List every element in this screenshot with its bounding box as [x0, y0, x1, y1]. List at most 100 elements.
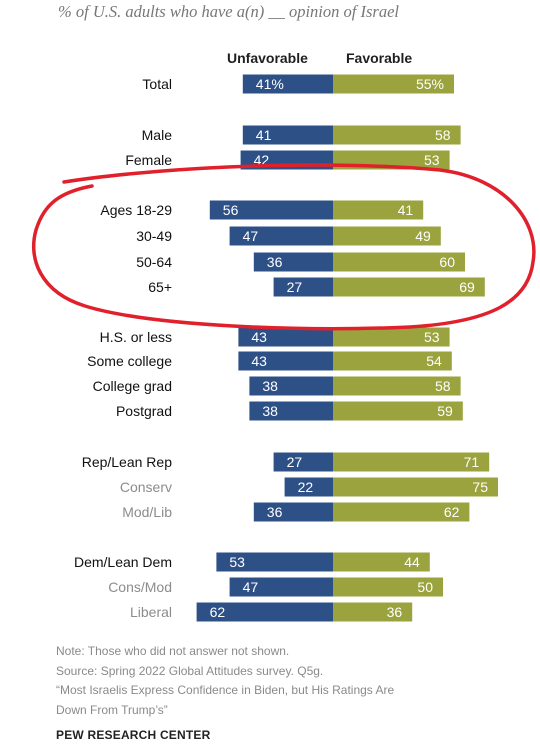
unfavorable-value-label: 53	[229, 554, 245, 570]
favorable-value-label: 60	[439, 254, 455, 270]
category-label: 50-64	[136, 254, 172, 270]
favorable-bar	[333, 502, 470, 522]
unfavorable-value-label: 36	[267, 254, 283, 270]
favorable-value-label: 55%	[416, 76, 444, 92]
category-label: Postgrad	[116, 403, 172, 419]
unfavorable-value-label: 36	[267, 504, 283, 520]
unfavorable-bar	[284, 477, 333, 497]
unfavorable-value-label: 27	[287, 279, 303, 295]
chart-row: Conserv 22 75	[120, 477, 498, 497]
unfavorable-value-label: 43	[251, 353, 267, 369]
unfavorable-bar	[238, 327, 333, 347]
category-label: Rep/Lean Rep	[82, 454, 173, 470]
category-label: Ages 18-29	[100, 202, 172, 218]
unfavorable-bar	[238, 351, 333, 371]
unfavorable-value-label: 62	[210, 604, 226, 620]
category-label: Conserv	[120, 479, 172, 495]
unfavorable-bar	[253, 502, 333, 522]
category-label: Mod/Lib	[122, 504, 172, 520]
chart-row: Cons/Mod 47 50	[108, 577, 443, 597]
chart-row: Dem/Lean Dem 53 44	[74, 552, 430, 572]
unfavorable-value-label: 47	[243, 579, 259, 595]
favorable-bar	[333, 376, 461, 396]
favorable-bar	[333, 552, 430, 572]
chart-row: Mod/Lib 36 62	[122, 502, 470, 522]
unfavorable-bar	[249, 401, 333, 421]
chart-row: 50-64 36 60	[136, 252, 465, 272]
favorable-bar	[333, 351, 452, 371]
unfavorable-value-label: 38	[262, 378, 278, 394]
chart-row: Some college 43 54	[87, 351, 452, 371]
unfavorable-value-label: 27	[287, 454, 303, 470]
chart-subtitle: % of U.S. adults who have a(n) __ opinio…	[58, 2, 399, 21]
category-label: Male	[142, 127, 173, 143]
favorable-value-label: 58	[435, 127, 451, 143]
unfavorable-bar	[196, 602, 333, 622]
chart-row: Liberal 62 36	[130, 602, 413, 622]
category-label: H.S. or less	[100, 329, 172, 345]
red-annotation-circle	[31, 163, 536, 331]
chart-row: Postgrad 38 59	[116, 401, 463, 421]
legend-unfavorable: Unfavorable	[227, 50, 308, 66]
chart-row: H.S. or less 43 53	[100, 327, 450, 347]
favorable-bar	[333, 125, 461, 145]
unfavorable-value-label: 43	[251, 329, 267, 345]
favorable-bar	[333, 577, 443, 597]
chart-notes: Note: Those who did not answer not shown…	[56, 642, 526, 720]
favorable-bar	[333, 200, 424, 220]
unfavorable-value-label: 38	[262, 403, 278, 419]
pew-research-logo: PEW RESEARCH CENTER	[56, 728, 211, 742]
favorable-value-label: 71	[464, 454, 480, 470]
unfavorable-bar	[216, 552, 333, 572]
favorable-bar	[333, 277, 485, 297]
favorable-value-label: 49	[415, 228, 431, 244]
category-label: Liberal	[130, 604, 172, 620]
favorable-bar	[333, 252, 465, 272]
favorable-value-label: 54	[426, 353, 442, 369]
unfavorable-bar	[242, 125, 333, 145]
favorable-value-label: 50	[417, 579, 433, 595]
chart-row: Ages 18-29 56 41	[100, 200, 424, 220]
favorable-value-label: 44	[404, 554, 420, 570]
chart-row: 30-49 47 49	[136, 226, 441, 246]
unfavorable-bar	[273, 452, 333, 472]
category-label: Female	[125, 152, 172, 168]
chart-row: Rep/Lean Rep 27 71	[82, 452, 490, 472]
favorable-value-label: 58	[435, 378, 451, 394]
favorable-value-label: 69	[459, 279, 475, 295]
unfavorable-bar	[242, 74, 333, 94]
unfavorable-value-label: 47	[243, 228, 259, 244]
chart-row: College grad 38 58	[93, 376, 461, 396]
favorable-value-label: 53	[424, 329, 440, 345]
favorable-bar	[333, 477, 498, 497]
unfavorable-value-label: 41%	[256, 76, 284, 92]
unfavorable-bar	[253, 252, 333, 272]
unfavorable-bar	[249, 376, 333, 396]
report-title-line: “Most Israelis Express Confidence in Bid…	[56, 683, 395, 698]
category-label: 30-49	[136, 228, 172, 244]
category-label: Some college	[87, 353, 172, 369]
chart-row: Male 41 58	[142, 125, 461, 145]
favorable-value-label: 62	[444, 504, 460, 520]
category-label: 65+	[148, 279, 172, 295]
unfavorable-bar	[209, 200, 333, 220]
favorable-value-label: 75	[472, 479, 488, 495]
favorable-value-label: 36	[387, 604, 403, 620]
favorable-bar	[333, 74, 454, 94]
unfavorable-value-label: 22	[298, 479, 314, 495]
unfavorable-bar	[229, 226, 333, 246]
favorable-bar	[333, 401, 463, 421]
favorable-bar	[333, 327, 450, 347]
unfavorable-bar	[229, 577, 333, 597]
unfavorable-value-label: 56	[223, 202, 239, 218]
favorable-bar	[333, 226, 441, 246]
favorable-value-label: 41	[398, 202, 414, 218]
favorable-value-label: 53	[424, 152, 440, 168]
category-label: Total	[142, 76, 172, 92]
legend-favorable: Favorable	[346, 50, 413, 66]
favorable-value-label: 59	[437, 403, 453, 419]
favorable-bar	[333, 452, 490, 472]
chart-row: 65+ 27 69	[148, 277, 485, 297]
